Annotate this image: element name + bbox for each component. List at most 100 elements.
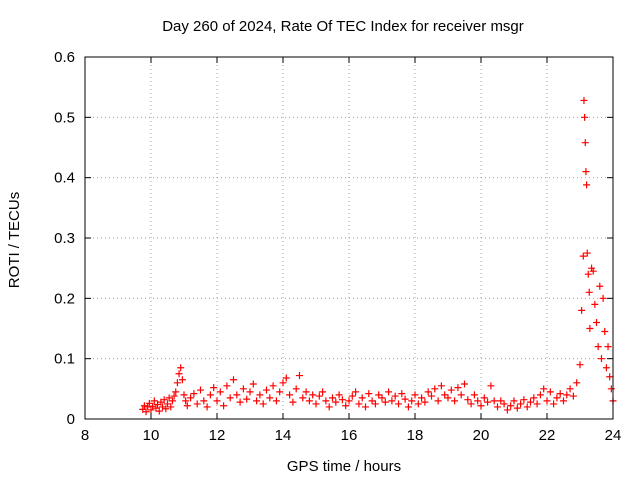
data-point-marker	[243, 395, 251, 403]
data-point-marker	[414, 400, 422, 408]
x-tick-label: 16	[341, 427, 358, 444]
data-point-marker	[480, 394, 488, 402]
data-point-marker	[530, 394, 538, 402]
data-point-marker	[286, 391, 294, 399]
data-points	[139, 96, 617, 416]
data-point-marker	[581, 139, 589, 147]
data-point-marker	[142, 408, 150, 416]
data-point-marker	[424, 388, 432, 396]
data-point-marker	[155, 407, 163, 415]
data-point-marker	[591, 300, 599, 308]
y-tick-label: 0	[67, 411, 75, 428]
data-point-marker	[583, 181, 591, 189]
data-point-marker	[451, 397, 459, 405]
data-point-marker	[381, 398, 389, 406]
data-point-marker	[246, 388, 254, 396]
data-point-marker	[487, 382, 495, 390]
data-point-marker	[371, 400, 379, 408]
x-tick-label: 14	[275, 427, 292, 444]
x-tick-label: 8	[81, 427, 89, 444]
data-point-marker	[569, 392, 577, 400]
data-point-marker	[411, 391, 419, 399]
data-point-marker	[580, 96, 588, 104]
data-point-marker	[583, 249, 591, 257]
data-point-marker	[140, 402, 148, 410]
data-point-marker	[168, 397, 176, 405]
data-point-marker	[553, 394, 561, 402]
data-point-marker	[358, 394, 366, 402]
data-point-marker	[546, 388, 554, 396]
data-point-marker	[454, 384, 462, 392]
data-point-marker	[182, 397, 190, 405]
data-point-marker	[434, 397, 442, 405]
data-point-marker	[177, 364, 185, 372]
data-point-marker	[276, 388, 284, 396]
data-point-marker	[365, 390, 373, 398]
data-point-marker	[385, 388, 393, 396]
data-point-marker	[319, 388, 327, 396]
data-point-marker	[593, 318, 600, 326]
data-point-marker	[147, 406, 155, 414]
x-tick-label: 20	[473, 427, 490, 444]
data-point-marker	[296, 372, 303, 380]
data-point-marker	[556, 390, 564, 398]
data-point-marker	[279, 379, 287, 387]
data-point-marker	[566, 385, 574, 393]
x-tick-label: 10	[143, 427, 160, 444]
data-point-marker	[152, 404, 160, 412]
data-point-marker	[604, 343, 612, 351]
data-point-marker	[239, 385, 247, 393]
data-point-marker	[160, 396, 168, 404]
data-point-marker	[579, 252, 587, 260]
data-point-marker	[536, 391, 544, 399]
data-point-marker	[345, 397, 353, 405]
data-point-marker	[444, 394, 452, 402]
data-point-marker	[197, 386, 204, 394]
x-tick-label: 18	[407, 427, 424, 444]
data-point-marker	[172, 388, 180, 396]
data-point-marker	[484, 398, 492, 406]
data-point-marker	[269, 382, 277, 390]
x-tick-label: 22	[539, 427, 556, 444]
data-point-marker	[302, 388, 310, 396]
data-point-marker	[282, 374, 290, 382]
data-point-marker	[315, 392, 323, 400]
data-point-marker	[586, 325, 594, 332]
data-point-marker	[510, 397, 518, 405]
data-point-marker	[560, 397, 567, 405]
data-point-marker	[404, 403, 412, 411]
data-point-marker	[494, 403, 501, 411]
data-point-marker	[259, 400, 267, 408]
data-point-marker	[348, 392, 356, 400]
data-point-marker	[236, 398, 244, 406]
data-point-marker	[517, 400, 525, 408]
x-tick-label: 12	[209, 427, 226, 444]
data-point-marker	[573, 379, 581, 387]
data-point-marker	[368, 397, 376, 405]
data-point-marker	[187, 394, 195, 402]
y-tick-label: 0.6	[54, 49, 75, 66]
data-point-marker	[576, 361, 584, 369]
data-point-marker	[607, 385, 615, 393]
data-point-marker	[332, 398, 340, 406]
data-point-marker	[352, 388, 360, 396]
data-point-marker	[193, 400, 201, 408]
data-point-marker	[216, 388, 224, 396]
data-point-marker	[180, 391, 188, 399]
data-point-marker	[325, 403, 333, 411]
data-point-marker	[418, 394, 426, 402]
data-point-marker	[220, 402, 228, 410]
x-axis-label: GPS time / hours	[287, 458, 401, 475]
data-point-marker	[170, 392, 178, 400]
data-point-marker	[543, 397, 551, 405]
y-tick-label: 0.5	[54, 109, 75, 126]
data-point-marker	[167, 403, 175, 411]
data-point-marker	[391, 392, 399, 400]
data-point-marker	[355, 400, 363, 408]
data-point-marker	[540, 385, 548, 393]
data-point-marker	[428, 392, 435, 400]
data-point-marker	[329, 394, 336, 402]
data-point-marker	[362, 403, 369, 411]
data-point-marker	[599, 294, 607, 302]
data-point-marker	[322, 397, 330, 405]
